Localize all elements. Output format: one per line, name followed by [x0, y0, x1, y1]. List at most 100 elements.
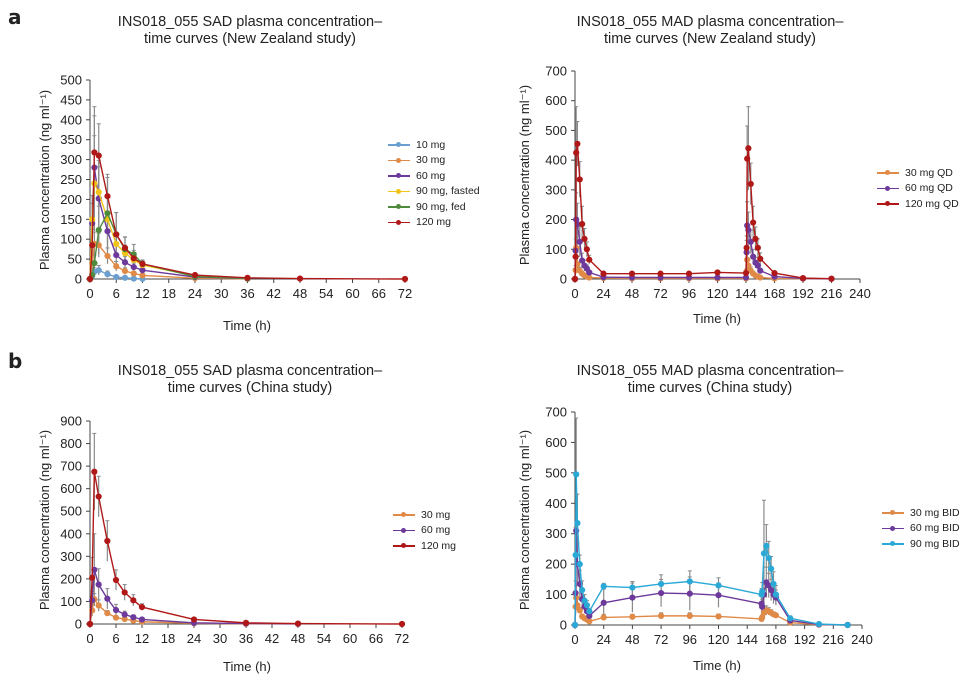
data-point: [113, 273, 120, 281]
data-point: [130, 270, 137, 277]
x-tick-label: 48: [625, 286, 639, 301]
data-point: [765, 554, 772, 562]
chart-cn-sad: INS018_055 SAD plasma concentration– tim…: [0, 340, 480, 676]
x-tick-label: 72: [653, 286, 667, 301]
data-point: [715, 582, 722, 589]
error-bars-120-mg-qd: [573, 106, 834, 280]
data-point: [715, 613, 722, 620]
data-point: [86, 275, 94, 283]
data-point: [686, 590, 693, 597]
legend-swatch: [388, 217, 410, 227]
data-point: [95, 189, 102, 196]
data-point: [772, 612, 779, 619]
data-point: [139, 272, 146, 279]
data-point: [190, 616, 198, 623]
legend-swatch: [388, 155, 410, 165]
x-tick-label: 54: [317, 631, 331, 646]
y-tick-label: 100: [60, 232, 82, 247]
series-90-mg-bid: [571, 471, 851, 629]
data-point: [799, 275, 807, 282]
y-tick-label: 400: [545, 153, 567, 168]
legend: 30 mg 60 mg 120 mg: [393, 507, 456, 554]
y-axis-label: Plasma concentration (ng ml⁻¹): [37, 430, 52, 610]
x-tick-label: 168: [765, 632, 787, 647]
x-tick-label: 6: [112, 631, 119, 646]
data-point: [747, 238, 754, 245]
data-point: [104, 228, 111, 235]
data-point: [744, 155, 751, 162]
x-tick-label: 48: [293, 286, 307, 301]
x-tick-label: 18: [161, 631, 175, 646]
legend-label: 30 mg BID: [910, 506, 960, 519]
x-tick-label: 0: [86, 631, 93, 646]
x-tick-label: 48: [625, 632, 639, 647]
legend-item: 60 mg QD: [877, 181, 959, 197]
y-tick-label: 50: [68, 252, 82, 267]
x-tick-label: 120: [707, 286, 729, 301]
data-point: [89, 242, 96, 249]
x-tick-label: 48: [291, 631, 305, 646]
data-point: [742, 269, 750, 277]
data-point: [91, 259, 98, 267]
data-point: [658, 589, 665, 597]
x-tick-label: 96: [683, 632, 697, 647]
x-tick-label: 240: [849, 286, 871, 301]
y-tick-label: 500: [545, 465, 567, 480]
legend-item: 120 mg: [388, 215, 480, 231]
data-point: [574, 519, 581, 527]
y-tick-label: 700: [545, 64, 567, 79]
legend-label: 10 mg: [416, 138, 446, 151]
x-tick-label: 60: [343, 631, 357, 646]
x-tick-label: 72: [654, 632, 668, 647]
x-tick-label: 144: [735, 286, 757, 301]
x-tick-label: 42: [265, 631, 279, 646]
data-point: [579, 257, 586, 264]
series-line: [89, 471, 403, 625]
data-point: [91, 180, 98, 187]
data-point: [586, 612, 593, 619]
data-point: [139, 260, 146, 267]
legend-item: 30 mg: [393, 507, 456, 523]
data-point: [104, 595, 111, 602]
series-90-mg-fasted: [86, 180, 251, 283]
x-tick-label: 192: [794, 632, 816, 647]
y-axis-label: Plasma concentration (ng ml⁻¹): [37, 90, 52, 270]
series-120-mg: [86, 149, 409, 283]
data-point: [95, 602, 102, 609]
series-line: [89, 569, 299, 625]
x-tick-label: 6: [113, 286, 120, 301]
data-point: [576, 238, 583, 245]
legend-label: 60 mg QD: [905, 182, 953, 195]
x-tick-label: 24: [188, 286, 202, 301]
y-tick-label: 400: [60, 526, 82, 541]
data-point: [763, 542, 770, 549]
data-point: [242, 619, 250, 626]
data-point: [572, 253, 579, 260]
legend-item: 90 mg, fasted: [388, 184, 480, 200]
data-point: [600, 599, 607, 606]
data-point: [744, 256, 751, 263]
data-point: [89, 597, 96, 604]
legend-label: 60 mg: [421, 524, 451, 537]
data-point: [583, 246, 590, 253]
x-tick-label: 30: [214, 286, 228, 301]
legend-label: 90 mg, fed: [416, 200, 466, 213]
x-tick-label: 42: [267, 286, 281, 301]
y-tick-label: 250: [60, 172, 82, 187]
legend-item: 90 mg BID: [882, 536, 960, 552]
data-point: [576, 561, 583, 568]
legend-label: 60 mg BID: [910, 522, 960, 535]
data-point: [576, 176, 583, 183]
chart-title: INS018_055 SAD plasma concentration– tim…: [117, 363, 383, 396]
data-point: [296, 275, 304, 282]
legend-label: 120 mg QD: [905, 197, 959, 210]
data-point: [750, 219, 757, 226]
series-90-mg-fed: [86, 210, 251, 283]
data-point: [130, 614, 137, 621]
data-point: [139, 267, 146, 274]
y-tick-label: 500: [60, 504, 82, 519]
x-tick-label: 30: [213, 631, 227, 646]
x-axis-label: Time (h): [693, 658, 741, 673]
x-tick-label: 120: [708, 632, 730, 647]
series-120-mg: [86, 468, 406, 628]
